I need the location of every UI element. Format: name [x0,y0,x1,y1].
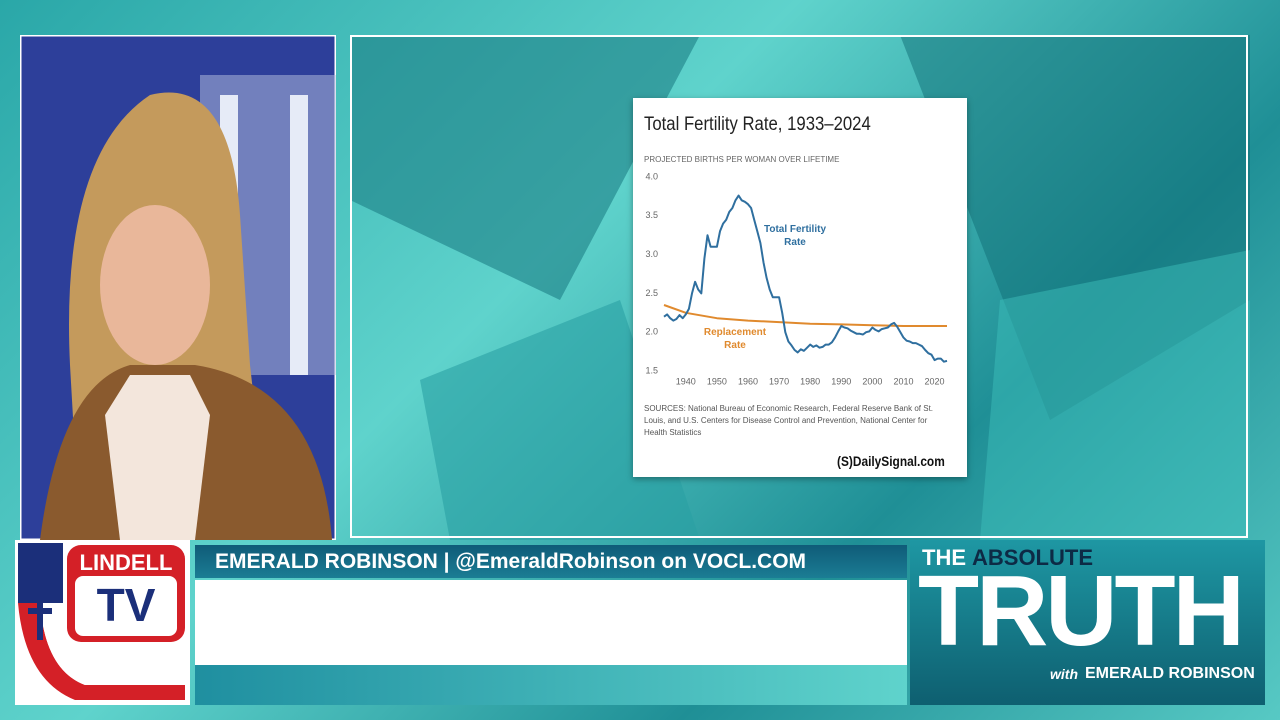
name-bar-text: EMERALD ROBINSON | @EmeraldRobinson on V… [215,550,807,573]
show-host-prefix: with [1050,666,1078,682]
show-kicker: THE [922,545,966,570]
x-tick-label: 1990 [831,376,851,386]
x-tick-label: 1980 [800,376,820,386]
logo-text: LINDELL [79,550,173,575]
x-tick-label: 2020 [925,376,945,386]
y-tick-label: 3.5 [645,210,658,220]
x-tick-label: 2010 [893,376,913,386]
y-tick-label: 1.5 [645,365,658,375]
ticker-area [195,580,907,665]
show-kicker: ABSOLUTE [972,545,1093,570]
y-tick-label: 2.5 [645,288,658,298]
series-label: Total Fertility Rate [763,224,827,248]
show-title: TRUTH [918,555,1245,667]
plot: 1.5 2.0 2.5 3.0 3.5 4.0 1940 1950 1960 1970 1980 19… [645,171,948,386]
logo-text: TV [96,579,156,631]
chart-subtitle: PROJECTED BIRTHS PER WOMAN OVER LIFETIME [644,155,840,164]
series-line [663,304,947,327]
brand: (S)DailySignal.com [837,453,945,469]
x-tick-label: 1970 [769,376,789,386]
name-bar: EMERALD ROBINSON | @EmeraldRobinson on V… [195,545,907,578]
y-tick-label: 2.0 [645,327,658,337]
show-host: EMERALD ROBINSON [1085,665,1255,682]
x-tick-label: 1950 [707,376,727,386]
logo-flag [18,543,185,700]
channel-logo: LINDELL TV [15,540,190,705]
x-tick-label: 1940 [676,376,696,386]
chart-title: Total Fertility Rate, 1933–2024 [644,114,871,135]
show-title-box: THE ABSOLUTE TRUTH with EMERALD ROBINSON [910,540,1265,705]
series-line [663,194,948,363]
lower-strip [195,665,907,705]
x-tick-label: 1960 [738,376,758,386]
chart-card: Total Fertility Rate, 1933–2024 PROJECTE… [633,98,967,477]
chart-note: SOURCES: National Bureau of Economic Res… [644,404,934,437]
x-tick-label: 2000 [862,376,882,386]
y-tick-label: 4.0 [645,171,658,181]
content-frame [350,35,1248,538]
series-label: Replacement Rate [703,327,767,351]
y-tick-label: 3.0 [645,249,658,259]
presenter-video [20,35,336,540]
